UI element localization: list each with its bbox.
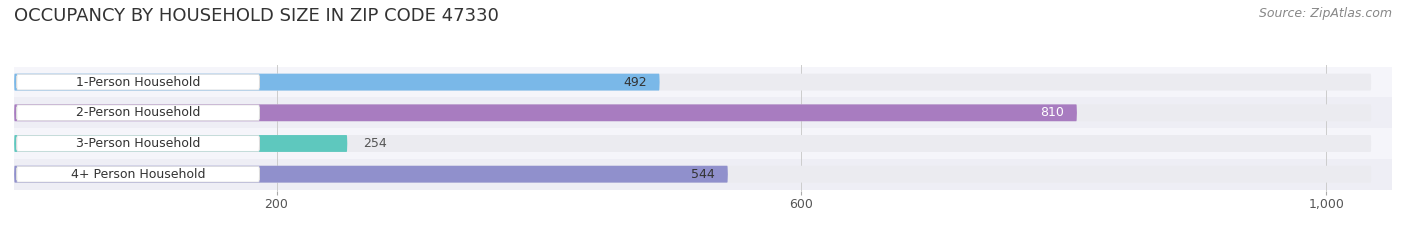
Text: 544: 544 bbox=[692, 168, 714, 181]
Text: 4+ Person Household: 4+ Person Household bbox=[70, 168, 205, 181]
FancyBboxPatch shape bbox=[14, 67, 1392, 97]
Text: 254: 254 bbox=[363, 137, 387, 150]
FancyBboxPatch shape bbox=[14, 74, 659, 91]
FancyBboxPatch shape bbox=[17, 166, 260, 182]
FancyBboxPatch shape bbox=[14, 135, 347, 152]
Text: Source: ZipAtlas.com: Source: ZipAtlas.com bbox=[1258, 7, 1392, 20]
FancyBboxPatch shape bbox=[14, 166, 1371, 183]
FancyBboxPatch shape bbox=[14, 128, 1392, 159]
FancyBboxPatch shape bbox=[17, 74, 260, 90]
FancyBboxPatch shape bbox=[14, 74, 1371, 91]
FancyBboxPatch shape bbox=[17, 136, 260, 151]
Text: OCCUPANCY BY HOUSEHOLD SIZE IN ZIP CODE 47330: OCCUPANCY BY HOUSEHOLD SIZE IN ZIP CODE … bbox=[14, 7, 499, 25]
FancyBboxPatch shape bbox=[14, 166, 728, 183]
Text: 3-Person Household: 3-Person Household bbox=[76, 137, 200, 150]
Text: 1-Person Household: 1-Person Household bbox=[76, 76, 200, 89]
FancyBboxPatch shape bbox=[14, 135, 1371, 152]
Text: 492: 492 bbox=[623, 76, 647, 89]
FancyBboxPatch shape bbox=[14, 97, 1392, 128]
Text: 810: 810 bbox=[1040, 106, 1064, 119]
Text: 2-Person Household: 2-Person Household bbox=[76, 106, 200, 119]
FancyBboxPatch shape bbox=[14, 104, 1077, 121]
FancyBboxPatch shape bbox=[14, 159, 1392, 189]
FancyBboxPatch shape bbox=[17, 105, 260, 121]
FancyBboxPatch shape bbox=[14, 104, 1371, 121]
